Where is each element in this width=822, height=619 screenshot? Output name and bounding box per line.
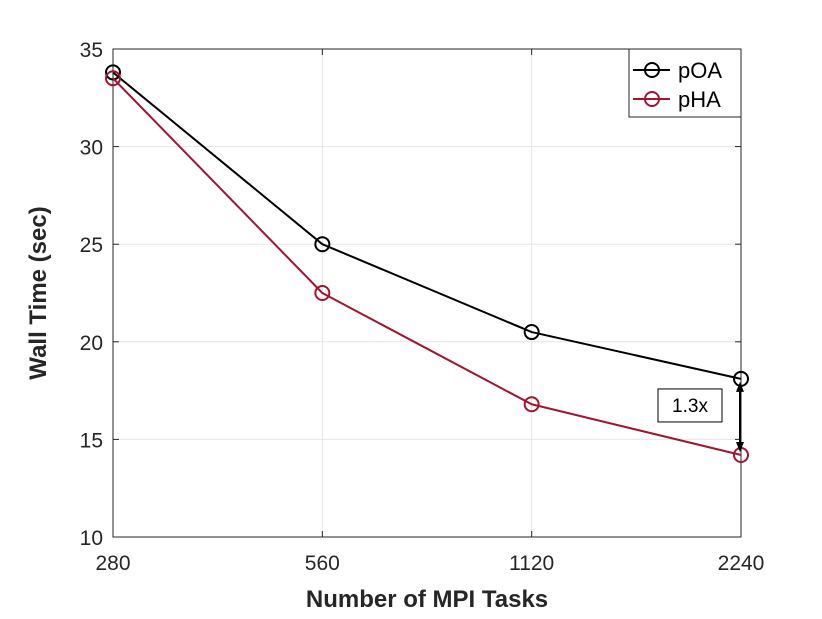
data-point-pha [105, 70, 121, 87]
series-line-pha [112, 77, 742, 456]
y-tick-label: 20 [80, 332, 103, 355]
legend: pOA pHA [628, 48, 742, 118]
legend-label-pha: pHA [678, 87, 721, 112]
annotation-arrow-head-down [736, 442, 744, 453]
y-tick-label: 15 [80, 429, 103, 452]
annotation-box [657, 388, 723, 423]
annotation-arrow-head-up [736, 381, 744, 392]
grid-lines [112, 48, 742, 538]
x-tick-label: 560 [305, 552, 340, 575]
x-axis-label: Number of MPI Tasks [306, 586, 548, 613]
x-tick-label: 1120 [509, 552, 554, 575]
axis-ticks: 10 15 20 25 30 35 280 560 1120 2240 [80, 39, 765, 575]
x-tick-label: 280 [95, 552, 130, 575]
data-point-pha [314, 285, 331, 301]
y-tick-label: 35 [80, 39, 103, 62]
y-tick-label: 10 [80, 527, 103, 550]
legend-marker-pha [644, 91, 660, 107]
y-tick-label: 25 [80, 234, 103, 257]
data-point-pha [523, 396, 540, 413]
data-point-poa [314, 236, 331, 253]
legend-label-poa: pOA [678, 58, 722, 83]
legend-marker-poa [644, 62, 660, 78]
y-axis-label: Wall Time (sec) [25, 206, 52, 379]
series-group [105, 64, 749, 464]
annotation-group: 1.3x [657, 381, 744, 453]
series-line-poa [112, 71, 742, 380]
y-tick-label: 30 [80, 137, 103, 160]
plot-area-frame [112, 48, 742, 538]
data-point-poa [523, 324, 540, 341]
x-tick-label: 2240 [718, 552, 765, 575]
annotation-label: 1.3x [672, 396, 708, 417]
